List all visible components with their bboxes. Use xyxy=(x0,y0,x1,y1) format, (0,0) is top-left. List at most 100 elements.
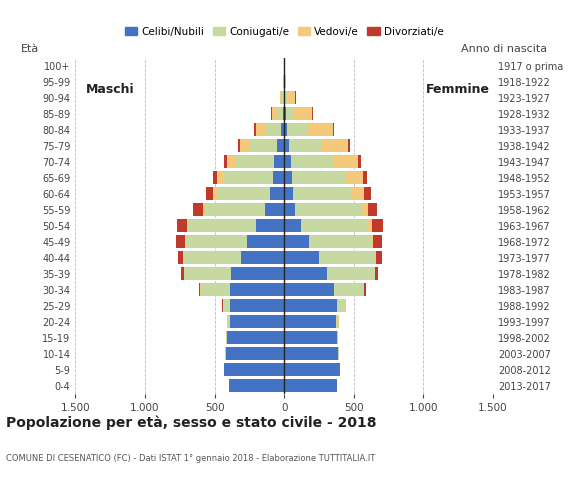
Bar xyxy=(281,123,284,136)
Bar xyxy=(224,171,273,184)
Bar xyxy=(364,283,365,296)
Bar xyxy=(184,235,186,249)
Bar xyxy=(371,235,372,249)
Bar xyxy=(186,235,246,249)
Bar xyxy=(284,139,289,153)
Bar xyxy=(227,315,230,328)
Bar xyxy=(375,251,376,264)
Bar xyxy=(230,283,284,296)
Bar xyxy=(203,203,205,216)
Bar xyxy=(287,123,308,136)
Bar xyxy=(337,299,346,312)
Bar xyxy=(347,139,350,153)
Bar xyxy=(284,283,334,296)
Bar xyxy=(224,363,284,376)
Bar xyxy=(284,251,319,264)
Bar xyxy=(285,75,286,88)
Text: Popolazione per età, sesso e stato civile - 2018: Popolazione per età, sesso e stato civil… xyxy=(6,415,376,430)
Bar xyxy=(308,123,333,136)
Bar xyxy=(227,331,284,345)
Bar xyxy=(284,379,337,393)
Bar xyxy=(337,331,338,345)
Bar xyxy=(274,155,284,168)
Bar xyxy=(231,267,284,280)
Bar xyxy=(312,107,313,120)
Bar xyxy=(235,155,274,168)
Bar xyxy=(284,59,285,72)
Bar xyxy=(294,107,312,120)
Bar xyxy=(187,219,188,232)
Bar xyxy=(256,219,284,232)
Bar xyxy=(227,155,235,168)
Bar xyxy=(284,155,291,168)
Bar xyxy=(364,187,371,201)
Bar xyxy=(322,139,347,153)
Bar xyxy=(176,235,184,249)
Bar xyxy=(188,219,256,232)
Bar xyxy=(327,267,375,280)
Bar xyxy=(284,299,337,312)
Bar xyxy=(270,187,284,201)
Bar xyxy=(336,315,339,328)
Text: COMUNE DI CESENATICO (FC) - Dati ISTAT 1° gennaio 2018 - Elaborazione TUTTITALIA: COMUNE DI CESENATICO (FC) - Dati ISTAT 1… xyxy=(6,454,375,463)
Bar xyxy=(218,171,224,184)
Bar xyxy=(206,187,213,201)
Bar xyxy=(266,123,281,136)
Text: Femmine: Femmine xyxy=(426,84,490,96)
Bar xyxy=(368,219,372,232)
Bar xyxy=(271,107,277,120)
Bar xyxy=(375,267,378,280)
Bar xyxy=(280,91,282,105)
Bar xyxy=(363,171,367,184)
Bar xyxy=(181,267,184,280)
Bar xyxy=(358,155,361,168)
Bar xyxy=(289,139,322,153)
Text: Maschi: Maschi xyxy=(86,84,135,96)
Bar xyxy=(193,203,203,216)
Bar xyxy=(284,363,340,376)
Bar xyxy=(287,91,295,105)
Bar xyxy=(345,171,363,184)
Bar xyxy=(285,91,287,105)
Bar xyxy=(372,235,382,249)
Bar xyxy=(284,219,301,232)
Bar xyxy=(183,251,184,264)
Bar xyxy=(226,347,284,360)
Bar xyxy=(213,187,218,201)
Bar xyxy=(368,203,378,216)
Bar xyxy=(295,203,361,216)
Text: Anno di nascita: Anno di nascita xyxy=(461,44,548,54)
Bar xyxy=(319,251,375,264)
Bar xyxy=(256,123,266,136)
Bar xyxy=(222,299,223,312)
Bar xyxy=(277,139,284,153)
Bar xyxy=(254,123,256,136)
Bar xyxy=(224,155,227,168)
Bar xyxy=(177,219,187,232)
Bar xyxy=(218,187,270,201)
Bar xyxy=(284,123,287,136)
Bar xyxy=(205,203,264,216)
Bar xyxy=(334,283,364,296)
Bar xyxy=(284,203,295,216)
Bar xyxy=(284,235,309,249)
Bar xyxy=(284,187,292,201)
Bar xyxy=(376,251,382,264)
Bar xyxy=(372,219,383,232)
Bar xyxy=(240,139,249,153)
Bar xyxy=(230,315,284,328)
Bar xyxy=(223,299,230,312)
Bar xyxy=(284,171,292,184)
Bar xyxy=(309,235,371,249)
Bar xyxy=(184,267,231,280)
Bar xyxy=(246,235,284,249)
Bar xyxy=(282,91,284,105)
Bar xyxy=(284,315,336,328)
Bar xyxy=(225,347,226,360)
Text: Età: Età xyxy=(21,44,39,54)
Bar xyxy=(226,331,227,345)
Bar xyxy=(177,251,183,264)
Bar xyxy=(301,219,368,232)
Bar xyxy=(284,347,339,360)
Bar xyxy=(201,283,230,296)
